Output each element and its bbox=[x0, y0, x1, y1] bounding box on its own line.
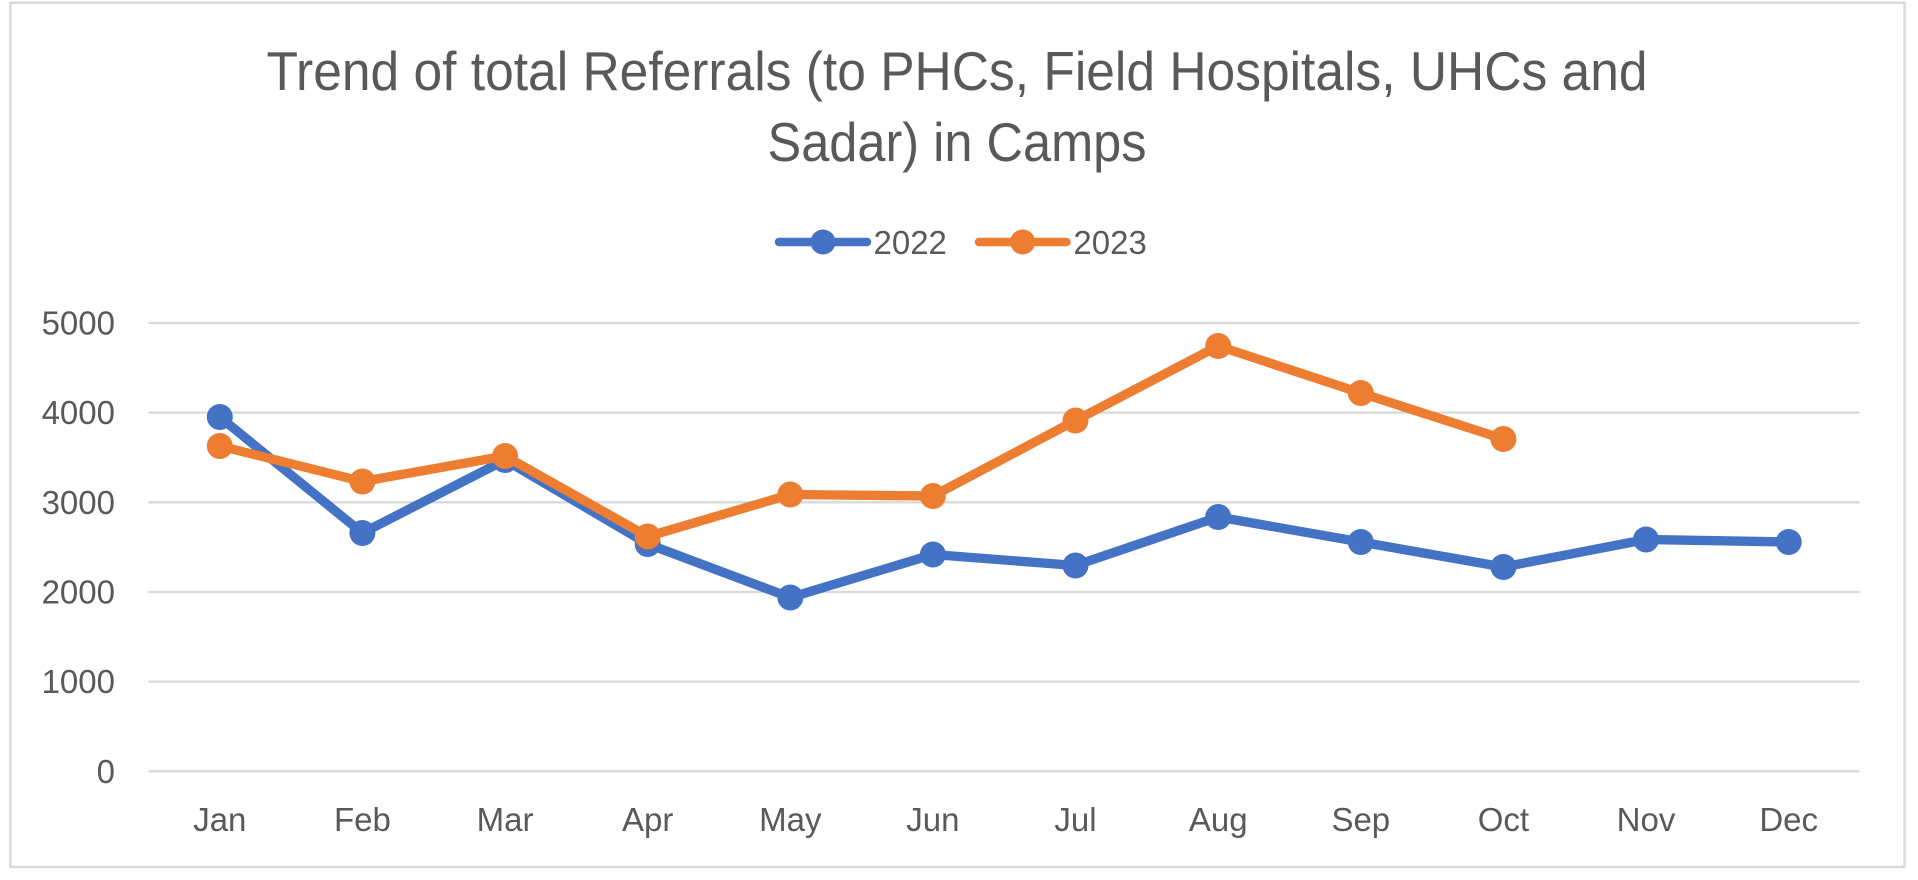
svg-text:Oct: Oct bbox=[1478, 801, 1529, 838]
svg-text:0: 0 bbox=[97, 753, 115, 790]
svg-text:Nov: Nov bbox=[1617, 801, 1676, 838]
svg-text:2022: 2022 bbox=[874, 224, 947, 261]
svg-text:4000: 4000 bbox=[42, 394, 115, 431]
svg-text:Jan: Jan bbox=[193, 801, 246, 838]
svg-text:2023: 2023 bbox=[1073, 224, 1146, 261]
svg-text:Feb: Feb bbox=[334, 801, 391, 838]
svg-text:1000: 1000 bbox=[42, 663, 115, 700]
svg-text:5000: 5000 bbox=[42, 305, 115, 342]
svg-text:Sadar) in Camps: Sadar) in Camps bbox=[768, 111, 1147, 173]
svg-text:Apr: Apr bbox=[622, 801, 673, 838]
svg-text:Aug: Aug bbox=[1189, 801, 1248, 838]
svg-text:Mar: Mar bbox=[477, 801, 534, 838]
svg-text:3000: 3000 bbox=[42, 484, 115, 521]
svg-text:Dec: Dec bbox=[1759, 801, 1818, 838]
svg-text:Sep: Sep bbox=[1331, 801, 1390, 838]
svg-text:2000: 2000 bbox=[42, 574, 115, 611]
svg-text:May: May bbox=[759, 801, 822, 838]
svg-text:Trend of total Referrals (to P: Trend of total Referrals (to PHCs, Field… bbox=[267, 40, 1648, 102]
svg-text:Jun: Jun bbox=[906, 801, 959, 838]
svg-text:Jul: Jul bbox=[1054, 801, 1096, 838]
